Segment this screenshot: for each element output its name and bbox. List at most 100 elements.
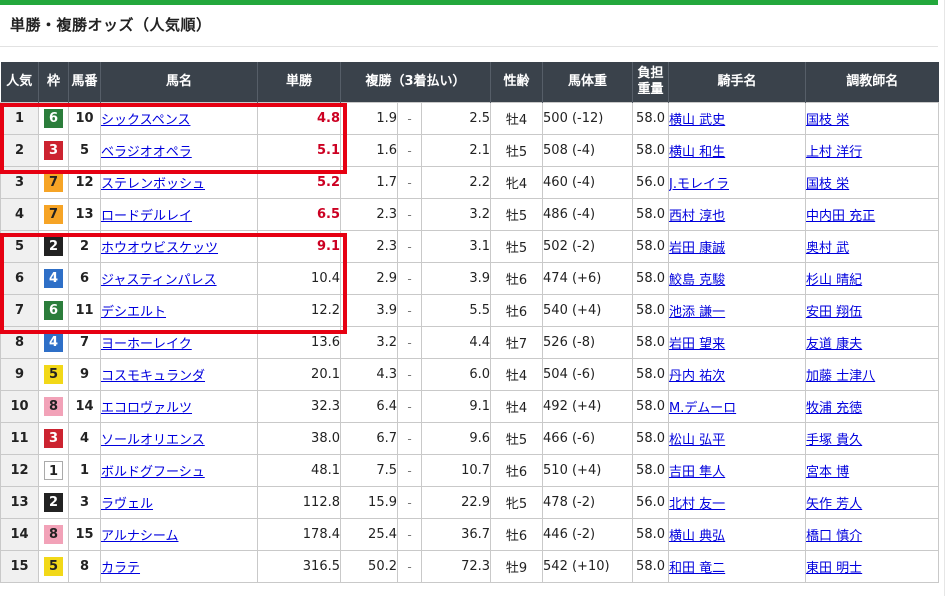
horse-name-link[interactable]: ソールオリエンス <box>101 433 205 448</box>
jockey-link[interactable]: 横山 和生 <box>669 145 726 160</box>
horse-name-link[interactable]: アルナシーム <box>101 529 179 544</box>
table-row: 8 4 7 ヨーホーレイク 13.6 3.2 - 4.4 牡7 526 (-8)… <box>0 326 940 359</box>
trainer-link[interactable]: 矢作 芳人 <box>806 497 863 512</box>
horse-name-link[interactable]: ジャスティンパレス <box>101 273 217 288</box>
horse-name-link[interactable]: ロードデルレイ <box>101 209 193 224</box>
load-weight: 58.0 <box>632 230 670 263</box>
trainer-link[interactable]: 宮本 博 <box>806 465 850 480</box>
jockey-link[interactable]: 松山 弘平 <box>669 433 726 448</box>
horse-number: 13 <box>68 198 101 231</box>
jockey-link[interactable]: 丹内 祐次 <box>669 369 726 384</box>
trainer-link[interactable]: 奥村 武 <box>806 241 850 256</box>
popularity-rank: 7 <box>0 294 39 327</box>
jockey-link[interactable]: 吉田 隼人 <box>669 465 726 480</box>
place-odds-max: 2.2 <box>420 166 492 199</box>
place-odds-min: 3.9 <box>340 294 398 327</box>
frame-number-badge: 2 <box>44 237 63 256</box>
jockey-link[interactable]: 岩田 康誠 <box>669 241 726 256</box>
trainer-link[interactable]: 手塚 貴久 <box>806 433 863 448</box>
popularity-rank: 3 <box>0 166 39 199</box>
trainer-link[interactable]: 牧浦 充徳 <box>806 401 863 416</box>
place-odds-separator: - <box>397 550 422 583</box>
frame-number-badge: 7 <box>44 205 63 224</box>
frame-number-badge: 1 <box>44 461 63 480</box>
popularity-rank: 8 <box>0 326 39 359</box>
table-row: 5 2 2 ホウオウビスケッツ 9.1 2.3 - 3.1 牡5 502 (-2… <box>0 230 940 263</box>
table-row: 6 4 6 ジャスティンパレス 10.4 2.9 - 3.9 牡6 474 (+… <box>0 262 940 295</box>
jockey-link[interactable]: 岩田 望来 <box>669 337 726 352</box>
popularity-rank: 13 <box>0 486 39 519</box>
trainer-link[interactable]: 友道 康夫 <box>806 337 863 352</box>
horse-name-link[interactable]: ベラジオオペラ <box>101 145 192 160</box>
sex-age: 牡6 <box>490 454 544 487</box>
jockey-link[interactable]: 西村 淳也 <box>669 209 726 224</box>
sex-age: 牡4 <box>490 390 544 423</box>
trainer-link[interactable]: 橋口 慎介 <box>806 529 863 544</box>
table-row: 10 8 14 エコロヴァルツ 32.3 6.4 - 9.1 牡4 492 (+… <box>0 390 940 423</box>
frame-number-badge: 5 <box>44 365 63 384</box>
win-odds: 112.8 <box>257 486 341 519</box>
horse-weight: 526 (-8) <box>542 326 634 359</box>
horse-name-link[interactable]: カラテ <box>101 561 141 576</box>
win-odds: 9.1 <box>257 230 341 263</box>
place-odds-separator: - <box>397 326 422 359</box>
horse-name-link[interactable]: シックスペンス <box>101 113 191 128</box>
jockey-link[interactable]: 和田 竜二 <box>669 561 726 576</box>
trainer-link[interactable]: 国枝 栄 <box>806 113 850 128</box>
jockey-link[interactable]: 横山 典弘 <box>669 529 726 544</box>
horse-name-link[interactable]: ステレンボッシュ <box>101 177 206 192</box>
place-odds-max: 3.9 <box>420 262 492 295</box>
col-header-sex-age: 性齢 <box>490 62 543 103</box>
jockey-link[interactable]: 鮫島 克駿 <box>669 273 726 288</box>
trainer-link[interactable]: 中内田 充正 <box>806 209 876 224</box>
horse-number: 8 <box>68 550 101 583</box>
horse-name-link[interactable]: ホウオウビスケッツ <box>101 241 219 256</box>
jockey-link[interactable]: 池添 謙一 <box>669 305 726 320</box>
jockey-link[interactable]: J.モレイラ <box>669 177 729 192</box>
horse-name-link[interactable]: エコロヴァルツ <box>101 401 193 416</box>
table-row: 15 5 8 カラテ 316.5 50.2 - 72.3 牡9 542 (+10… <box>0 550 940 583</box>
jockey-link[interactable]: M.デムーロ <box>669 401 737 416</box>
table-row: 14 8 15 アルナシーム 178.4 25.4 - 36.7 牡6 446 … <box>0 518 940 551</box>
horse-weight: 474 (+6) <box>542 262 634 295</box>
sex-age: 牡5 <box>490 198 544 231</box>
horse-name-link[interactable]: ヨーホーレイク <box>101 337 192 352</box>
load-weight: 56.0 <box>632 486 670 519</box>
win-odds: 13.6 <box>257 326 341 359</box>
win-odds: 10.4 <box>257 262 341 295</box>
trainer-link[interactable]: 加藤 士津八 <box>806 369 876 384</box>
trainer-link[interactable]: 上村 洋行 <box>806 145 863 160</box>
odds-table: 人気 枠 馬番 馬名 単勝 複勝（3着払い） 性齢 馬体重 負担重量 騎手名 調… <box>0 62 940 583</box>
horse-number: 12 <box>68 166 101 199</box>
place-odds-max: 72.3 <box>420 550 492 583</box>
win-odds: 38.0 <box>257 422 341 455</box>
popularity-rank: 11 <box>0 422 39 455</box>
horse-weight: 500 (-12) <box>542 102 634 135</box>
horse-name-link[interactable]: ボルドグフーシュ <box>101 465 205 480</box>
load-weight: 58.0 <box>632 102 670 135</box>
trainer-link[interactable]: 東田 明士 <box>806 561 863 576</box>
place-odds-min: 2.3 <box>340 198 398 231</box>
col-header-jockey: 騎手名 <box>668 62 806 103</box>
horse-name-link[interactable]: コスモキュランダ <box>101 369 206 384</box>
win-odds: 5.1 <box>257 134 341 167</box>
col-header-load: 負担重量 <box>632 62 669 103</box>
place-odds-max: 5.5 <box>420 294 492 327</box>
jockey-link[interactable]: 横山 武史 <box>669 113 726 128</box>
top-accent-bar <box>0 0 938 5</box>
trainer-link[interactable]: 安田 翔伍 <box>806 305 863 320</box>
sex-age: 牝4 <box>490 166 544 199</box>
jockey-link[interactable]: 北村 友一 <box>669 497 726 512</box>
trainer-link[interactable]: 杉山 晴紀 <box>806 273 863 288</box>
horse-name-link[interactable]: ラヴェル <box>101 497 154 512</box>
table-row: 3 7 12 ステレンボッシュ 5.2 1.7 - 2.2 牝4 460 (-4… <box>0 166 940 199</box>
col-header-name: 馬名 <box>100 62 258 103</box>
frame-number-badge: 3 <box>44 141 63 160</box>
horse-number: 4 <box>68 422 101 455</box>
horse-number: 10 <box>68 102 101 135</box>
trainer-link[interactable]: 国枝 栄 <box>806 177 850 192</box>
load-weight: 58.0 <box>632 134 670 167</box>
frame-number-badge: 4 <box>44 269 63 288</box>
popularity-rank: 6 <box>0 262 39 295</box>
horse-name-link[interactable]: デシエルト <box>101 305 167 320</box>
